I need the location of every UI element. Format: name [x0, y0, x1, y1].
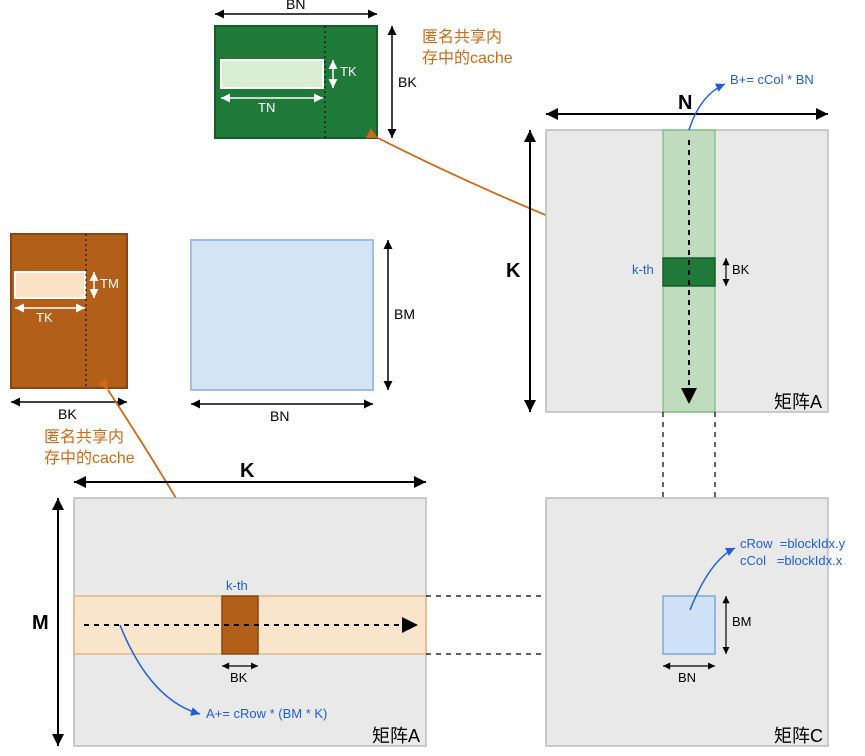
dim-K-bottom: K [240, 460, 254, 483]
annotation-cache-green: 匿名共享内 存中的cache [422, 28, 513, 70]
matrix-A-bottom-label: 矩阵A [372, 722, 420, 748]
cache-blue-ref [191, 240, 388, 404]
dim-N: N [678, 92, 692, 115]
matrix-A-top-label: 矩阵A [774, 388, 822, 414]
bn-c: BN [678, 670, 696, 685]
label-tk-brown: TK [36, 310, 53, 325]
dim-bk-green: BK [398, 74, 417, 90]
dim-bn-blue: BN [270, 408, 289, 424]
dim-K-top: K [506, 260, 520, 283]
label-tm-brown: TM [100, 276, 119, 291]
dim-bm-blue: BM [394, 306, 415, 322]
cache-brown [11, 234, 127, 402]
matrix-C-label: 矩阵C [774, 722, 823, 748]
label-tn-green: TN [258, 100, 275, 115]
dim-M: M [32, 612, 49, 635]
cache-green [215, 14, 392, 138]
annot-a-plus: A+= cRow * (BM * K) [206, 706, 327, 721]
label-tk-green: TK [340, 64, 357, 79]
bk-top: BK [732, 262, 749, 277]
kth-bottom: k-th [226, 578, 248, 593]
annotation-cache-brown: 匿名共享内 存中的cache [44, 428, 135, 470]
kth-top: k-th [632, 262, 654, 277]
bk-bottom: BK [230, 670, 247, 685]
bm-c: BM [732, 614, 752, 629]
annot-b-plus: B+= cCol * BN [730, 72, 814, 87]
annot-crow: cRow =blockIdx.y cCol =blockIdx.x [740, 536, 845, 570]
dim-bn-top: BN [286, 0, 305, 12]
dim-bk-brown: BK [58, 406, 77, 422]
